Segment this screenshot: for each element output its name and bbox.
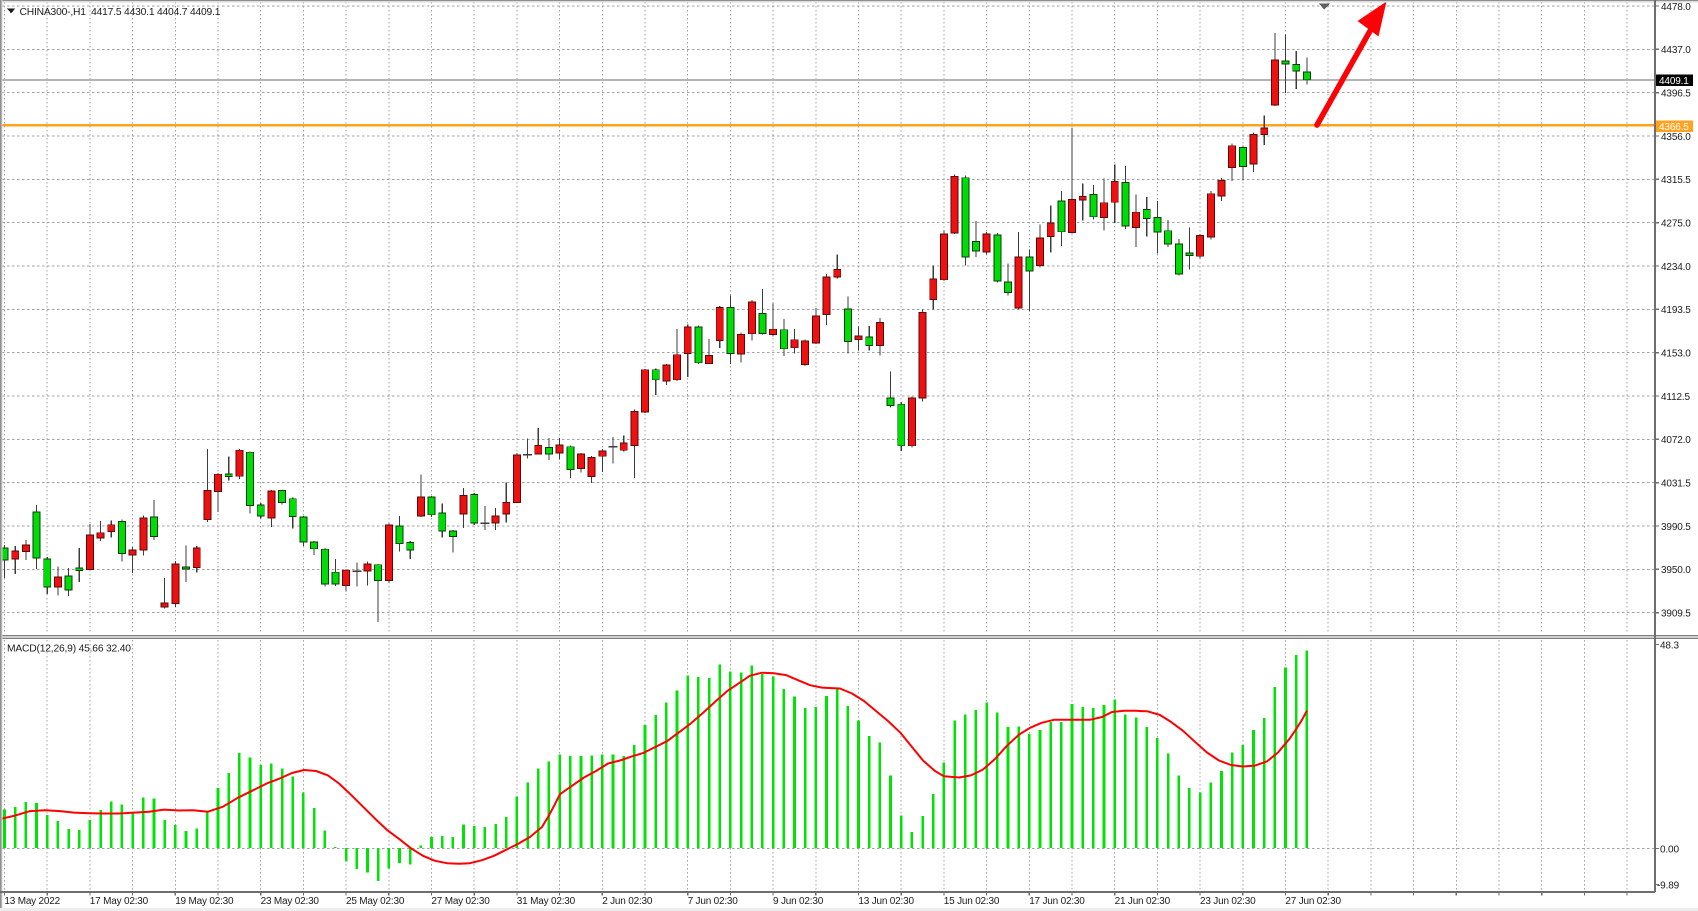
svg-text:23 May 02:30: 23 May 02:30 [261,896,320,907]
svg-text:4275.0: 4275.0 [1661,219,1691,230]
svg-text:-9.89: -9.89 [1657,880,1680,891]
svg-text:23 Jun 02:30: 23 Jun 02:30 [1200,896,1256,907]
svg-text:4437.0: 4437.0 [1661,45,1691,56]
svg-text:13 Jun 02:30: 13 Jun 02:30 [858,896,914,907]
svg-text:3909.5: 3909.5 [1661,609,1691,620]
svg-text:4356.0: 4356.0 [1661,132,1691,143]
svg-text:48.3: 48.3 [1660,640,1679,651]
svg-text:4031.5: 4031.5 [1661,479,1691,490]
svg-text:4234.0: 4234.0 [1661,262,1691,273]
svg-text:3950.0: 3950.0 [1661,565,1691,576]
svg-text:27 Jun 02:30: 27 Jun 02:30 [1285,896,1341,907]
svg-text:4478.0: 4478.0 [1661,2,1691,13]
svg-text:4315.5: 4315.5 [1661,175,1691,186]
svg-text:3990.5: 3990.5 [1661,522,1691,533]
svg-text:4396.5: 4396.5 [1661,89,1691,100]
svg-text:21 Jun 02:30: 21 Jun 02:30 [1115,896,1171,907]
svg-text:0.00: 0.00 [1660,844,1679,855]
svg-text:31 May 02:30: 31 May 02:30 [517,896,576,907]
svg-text:19 May 02:30: 19 May 02:30 [175,896,234,907]
svg-text:4072.0: 4072.0 [1661,435,1691,446]
svg-text:9 Jun 02:30: 9 Jun 02:30 [773,896,824,907]
svg-text:15 Jun 02:30: 15 Jun 02:30 [944,896,1000,907]
svg-text:4366.5: 4366.5 [1659,122,1689,133]
svg-text:17 May 02:30: 17 May 02:30 [90,896,149,907]
svg-text:4153.0: 4153.0 [1661,349,1691,360]
svg-text:7 Jun 02:30: 7 Jun 02:30 [688,896,739,907]
svg-text:2 Jun 02:30: 2 Jun 02:30 [602,896,653,907]
svg-text:CHINA300-,H1 4417.5 4430.1 44: CHINA300-,H1 4417.5 4430.1 4404.7 4409.1 [20,7,221,18]
svg-text:4409.1: 4409.1 [1659,76,1689,87]
svg-text:17 Jun 02:30: 17 Jun 02:30 [1029,896,1085,907]
svg-text:4112.5: 4112.5 [1661,392,1691,403]
svg-text:25 May 02:30: 25 May 02:30 [346,896,405,907]
svg-text:27 May 02:30: 27 May 02:30 [431,896,490,907]
svg-text:13 May 2022: 13 May 2022 [4,896,60,907]
svg-text:MACD(12,26,9) 45.66 32.40: MACD(12,26,9) 45.66 32.40 [7,644,131,655]
svg-text:4193.5: 4193.5 [1661,305,1691,316]
